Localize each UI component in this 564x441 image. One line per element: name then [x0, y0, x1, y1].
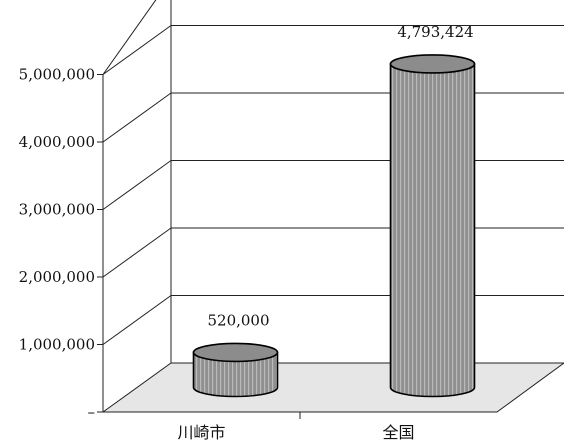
- bar-top: [389, 54, 476, 74]
- data-label: 4,793,424: [397, 23, 473, 41]
- side-gridline: [102, 25, 172, 75]
- floor-plane: [101, 362, 564, 413]
- x-axis: 川崎市 全国: [177, 412, 415, 441]
- y-tick-label: –: [88, 403, 96, 421]
- bar-body: [192, 351, 279, 398]
- side-gridline: [102, 227, 172, 278]
- x-tick-label: 全国: [382, 423, 414, 441]
- y-tick-label: 3,000,000: [19, 201, 95, 219]
- data-label: 520,000: [207, 311, 269, 329]
- data-labels: 520,000 4,793,424: [207, 23, 473, 329]
- side-gridline: [102, 295, 172, 345]
- bar: [389, 54, 476, 398]
- gridlines: [102, 25, 564, 345]
- bar-body: [389, 63, 476, 398]
- y-axis: – 1,000,000 2,000,000 3,000,000 4,000,000 5,0…: [19, 66, 104, 421]
- x-tick-label: 川崎市: [177, 423, 225, 441]
- side-gridline: [102, 92, 172, 143]
- side-gridline: [102, 160, 172, 210]
- chart-frame: [101, 0, 564, 413]
- y-tick-label: 1,000,000: [19, 336, 95, 354]
- bars: [192, 54, 476, 398]
- side-top-edge: [102, 0, 157, 75]
- y-tick-label: 2,000,000: [19, 268, 95, 286]
- bar-top: [192, 342, 279, 363]
- y-tick-label: 4,000,000: [19, 133, 95, 151]
- bar: [192, 342, 279, 398]
- y-tick-label: 5,000,000: [19, 66, 95, 84]
